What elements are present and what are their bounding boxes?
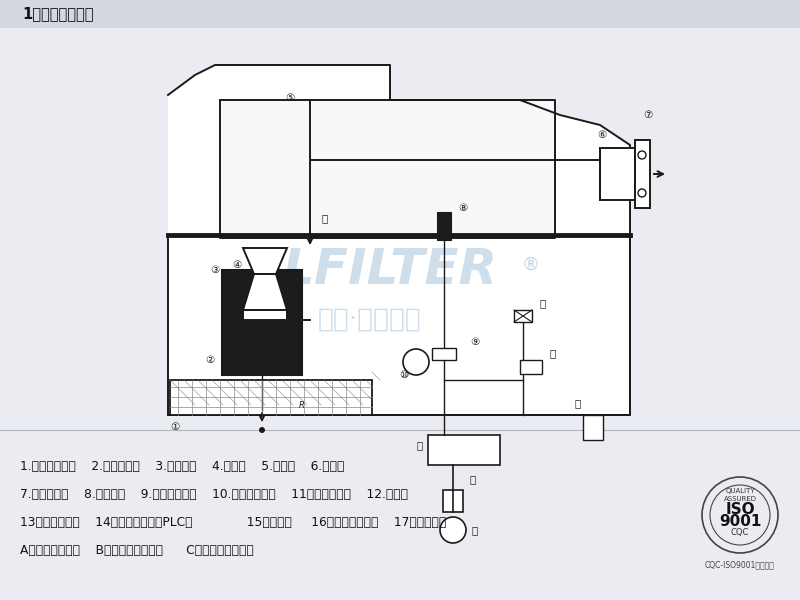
Bar	[170, 380, 372, 415]
Text: R: R	[299, 401, 305, 409]
Bar	[520, 360, 542, 374]
Text: 9001: 9001	[719, 514, 761, 529]
Text: 7.净气出口管    8.负压探头    9.负压差控制仪    10.负压差报警器    11、反吹气嘴咀    12.电磁阀: 7.净气出口管 8.负压探头 9.负压差控制仪 10.负压差报警器 11、反吹气…	[20, 488, 408, 502]
Text: ⑯: ⑯	[575, 398, 581, 408]
Text: ⑤: ⑤	[286, 93, 294, 103]
Text: ⑦: ⑦	[643, 110, 653, 120]
Text: ⑨: ⑨	[470, 337, 479, 347]
Text: ⑥: ⑥	[598, 130, 606, 140]
Bar	[514, 310, 532, 322]
Circle shape	[638, 151, 646, 159]
Circle shape	[638, 189, 646, 197]
Text: ①: ①	[170, 422, 180, 432]
Text: ISO: ISO	[725, 503, 755, 517]
Polygon shape	[243, 248, 287, 274]
Bar	[428, 435, 500, 465]
Circle shape	[440, 517, 466, 543]
Bar	[437, 212, 451, 240]
Text: ⑪: ⑪	[322, 213, 328, 223]
Text: QUALITY: QUALITY	[725, 488, 755, 494]
Bar	[222, 270, 302, 375]
Text: CQC-ISO9001质量认证: CQC-ISO9001质量认证	[705, 560, 775, 569]
Bar	[583, 415, 603, 440]
Text: ⑰: ⑰	[471, 525, 478, 535]
Bar	[432, 348, 456, 360]
Polygon shape	[600, 148, 635, 200]
Text: 13、油水分离器    14、编程控制器（PLC）              15、控制仪     16、压缩空气入口    17、电源插座: 13、油水分离器 14、编程控制器（PLC） 15、控制仪 16、压缩空气入口 …	[20, 517, 446, 529]
Text: 1、结构原理图：: 1、结构原理图：	[22, 7, 94, 22]
Text: 中国·利萢达特: 中国·利萢达特	[318, 307, 422, 333]
Bar	[443, 490, 463, 512]
Polygon shape	[243, 274, 287, 310]
Text: ⑭: ⑭	[417, 440, 423, 450]
Text: 1.一级粗过滤筱    2.高效过滤筒    3.密封帮圈    4.文氏管    5.净气管    6.集气口: 1.一级粗过滤筱 2.高效过滤筒 3.密封帮圈 4.文氏管 5.净气管 6.集气…	[20, 461, 344, 473]
Text: ⑩: ⑩	[399, 370, 409, 380]
Text: ⑫: ⑫	[540, 298, 546, 308]
Text: ⑮: ⑮	[470, 474, 476, 484]
Text: ⑬: ⑬	[550, 348, 556, 358]
Text: ④: ④	[232, 260, 242, 270]
Text: LFILTER: LFILTER	[282, 246, 498, 294]
Text: A、红线为电路线    B、绻线为过滤过程      C、黄线为自洁过程: A、红线为电路线 B、绻线为过滤过程 C、黄线为自洁过程	[20, 544, 254, 557]
Circle shape	[403, 349, 429, 375]
Text: ⑧: ⑧	[458, 203, 467, 213]
Text: ②: ②	[206, 355, 214, 365]
Bar	[0, 0, 800, 28]
Circle shape	[259, 427, 265, 433]
Polygon shape	[243, 310, 287, 320]
Text: CQC: CQC	[731, 529, 749, 538]
Polygon shape	[220, 100, 555, 238]
Text: ®: ®	[521, 256, 539, 274]
Text: ③: ③	[210, 265, 220, 275]
Polygon shape	[168, 235, 630, 415]
Text: ASSURED: ASSURED	[723, 496, 757, 502]
Polygon shape	[635, 140, 650, 208]
Polygon shape	[168, 65, 630, 415]
